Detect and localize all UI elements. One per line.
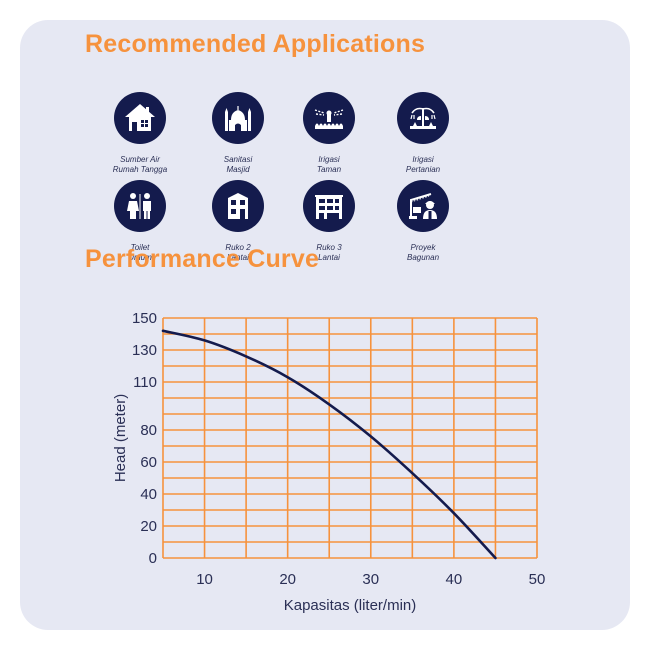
y-tick-label: 150: [132, 310, 157, 327]
app-icon-circle: [397, 180, 449, 232]
y-tick-label: 40: [140, 486, 157, 503]
app-label: Proyek Bagunan: [406, 243, 440, 262]
house-icon: [125, 104, 155, 131]
app-label: Sumber Air Rumah Tangga: [112, 155, 168, 174]
performance-heading: Performance Curve: [85, 245, 320, 273]
construction-project-icon: [409, 193, 437, 219]
y-tick-label: 80: [140, 422, 157, 439]
app-label: Sanitasi Masjid: [223, 155, 253, 174]
performance-curve-line: [161, 329, 497, 560]
y-tick-label: 0: [149, 550, 157, 567]
x-tick-label: 50: [529, 571, 546, 588]
app-label: Ruko 3 Lantai: [316, 243, 342, 262]
app-icon-circle: [303, 180, 355, 232]
app-item-ruko-3-lantai: Ruko 3 Lantai: [279, 180, 379, 263]
app-icon-circle: [212, 180, 264, 232]
app-label: Toilet Umum: [128, 243, 152, 262]
applications-heading: Recommended Applications: [85, 30, 426, 58]
x-tick-label: 40: [446, 571, 463, 588]
app-icon-circle: [397, 92, 449, 144]
y-tick-label: 20: [140, 518, 157, 535]
app-label: Irigasi Pertanian: [405, 155, 441, 174]
chart-ticks: 10 20 30 40 50 0 20 40 60 80 110 130 150: [132, 310, 545, 588]
x-tick-label: 20: [279, 571, 296, 588]
y-tick-label: 60: [140, 454, 157, 471]
app-label: Irigasi Taman: [316, 155, 342, 174]
app-icon-circle: [212, 92, 264, 144]
app-item-irigasi-taman: Irigasi Taman: [279, 92, 379, 175]
x-tick-label: 30: [362, 571, 379, 588]
two-story-building-icon: [228, 193, 248, 219]
app-item-sanitasi-masjid: Sanitasi Masjid: [188, 92, 288, 175]
garden-sprinkler-icon: [314, 109, 344, 129]
app-item-ruko-2-lantai: Ruko 2 Lantai: [188, 180, 288, 263]
three-story-building-icon: [315, 195, 343, 219]
farm-irrigation-icon: [410, 107, 436, 129]
y-tick-label: 130: [132, 342, 157, 359]
app-item-sumber-air: Sumber Air Rumah Tangga: [90, 92, 190, 175]
app-icon-circle: [114, 92, 166, 144]
app-icon-circle: [114, 180, 166, 232]
app-item-toilet-umum: Toilet Umum: [90, 180, 190, 263]
restroom-icon: [127, 193, 151, 219]
x-tick-label: 10: [196, 571, 213, 588]
chart-grid: [162, 317, 538, 559]
app-item-irigasi-pertanian: Irigasi Pertanian: [373, 92, 473, 175]
y-tick-label: 110: [133, 374, 157, 391]
mosque-icon: [225, 106, 251, 131]
x-axis-label: Kapasitas (liter/min): [284, 597, 417, 614]
app-item-proyek-bagunan: Proyek Bagunan: [373, 180, 473, 263]
chart-curve-layer: [161, 329, 497, 560]
y-axis-label: Head (meter): [112, 394, 129, 482]
app-icon-circle: [303, 92, 355, 144]
app-label: Ruko 2 Lantai: [225, 243, 251, 262]
